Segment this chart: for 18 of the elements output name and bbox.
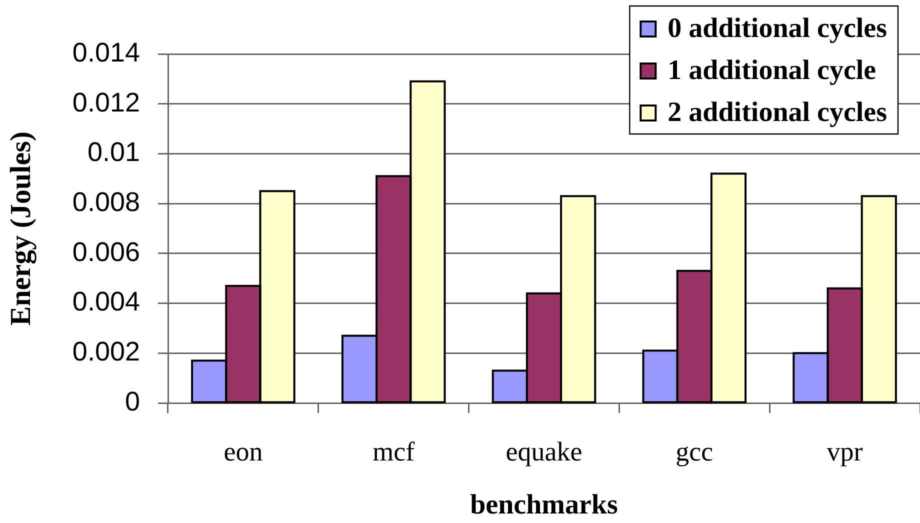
y-tick-label: 0.01 bbox=[87, 137, 140, 168]
x-tick-label: eon bbox=[224, 436, 264, 466]
y-tick-label: 0.006 bbox=[72, 236, 140, 267]
x-axis-title: benchmarks bbox=[470, 489, 618, 520]
legend-label: 0 additional cycles bbox=[668, 13, 888, 44]
y-axis-title: Energy (Joules) bbox=[4, 131, 37, 326]
y-tick-label: 0.004 bbox=[72, 286, 140, 317]
y-tick-label: 0.002 bbox=[72, 336, 140, 367]
x-tick-label: equake bbox=[506, 436, 582, 466]
x-tick-label: mcf bbox=[372, 436, 415, 466]
x-tick-label: gcc bbox=[676, 436, 714, 466]
x-tick-label: vpr bbox=[826, 436, 863, 466]
y-tick-label: 0.008 bbox=[72, 187, 140, 218]
y-tick-label: 0.012 bbox=[72, 87, 140, 118]
legend-label: 1 additional cycle bbox=[668, 55, 876, 86]
y-tick-label: 0 bbox=[124, 386, 140, 416]
legend-label: 2 additional cycles bbox=[668, 97, 888, 128]
y-tick-label: 0.014 bbox=[72, 37, 140, 68]
